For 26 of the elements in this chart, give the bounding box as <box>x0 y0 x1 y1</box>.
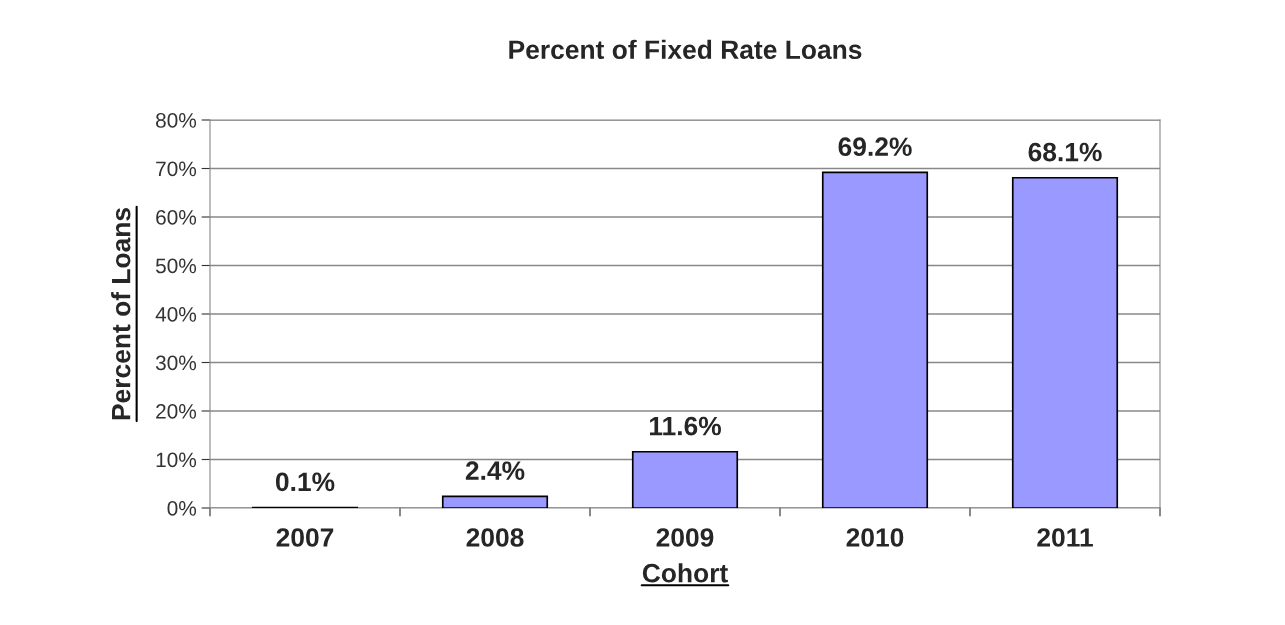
y-tick-label: 40% <box>155 307 197 322</box>
y-tick-label: 30% <box>155 355 197 371</box>
y-tick-label: 50% <box>155 258 197 274</box>
bar <box>441 495 549 508</box>
data-label: 0.1% <box>275 472 335 492</box>
bar <box>631 450 739 508</box>
x-tick-label: 2010 <box>846 528 904 547</box>
y-axis-title: Percent of Loans <box>111 208 131 420</box>
bar <box>821 171 929 508</box>
data-label: 11.6% <box>649 416 721 436</box>
x-tick-label: 2011 <box>1037 528 1093 547</box>
y-tick-label: 20% <box>156 404 197 419</box>
data-label: 69.2% <box>838 137 912 157</box>
chart-title: Percent of Fixed Rate Loans <box>509 39 862 60</box>
y-tick-label: 80% <box>156 113 197 128</box>
x-tick-label: 2009 <box>656 528 714 547</box>
x-tick-label: 2008 <box>466 528 524 547</box>
y-tick-label: 60% <box>156 210 197 225</box>
y-tick-label: 10% <box>156 452 197 468</box>
data-label: 68.1% <box>1028 142 1102 162</box>
data-label: 2.4% <box>465 461 525 480</box>
bar <box>1011 176 1119 508</box>
x-tick-label: 2007 <box>276 528 334 547</box>
x-axis-title: Cohort <box>642 563 728 583</box>
y-tick-label: 0% <box>167 501 197 516</box>
y-tick-label: 70% <box>156 161 197 177</box>
